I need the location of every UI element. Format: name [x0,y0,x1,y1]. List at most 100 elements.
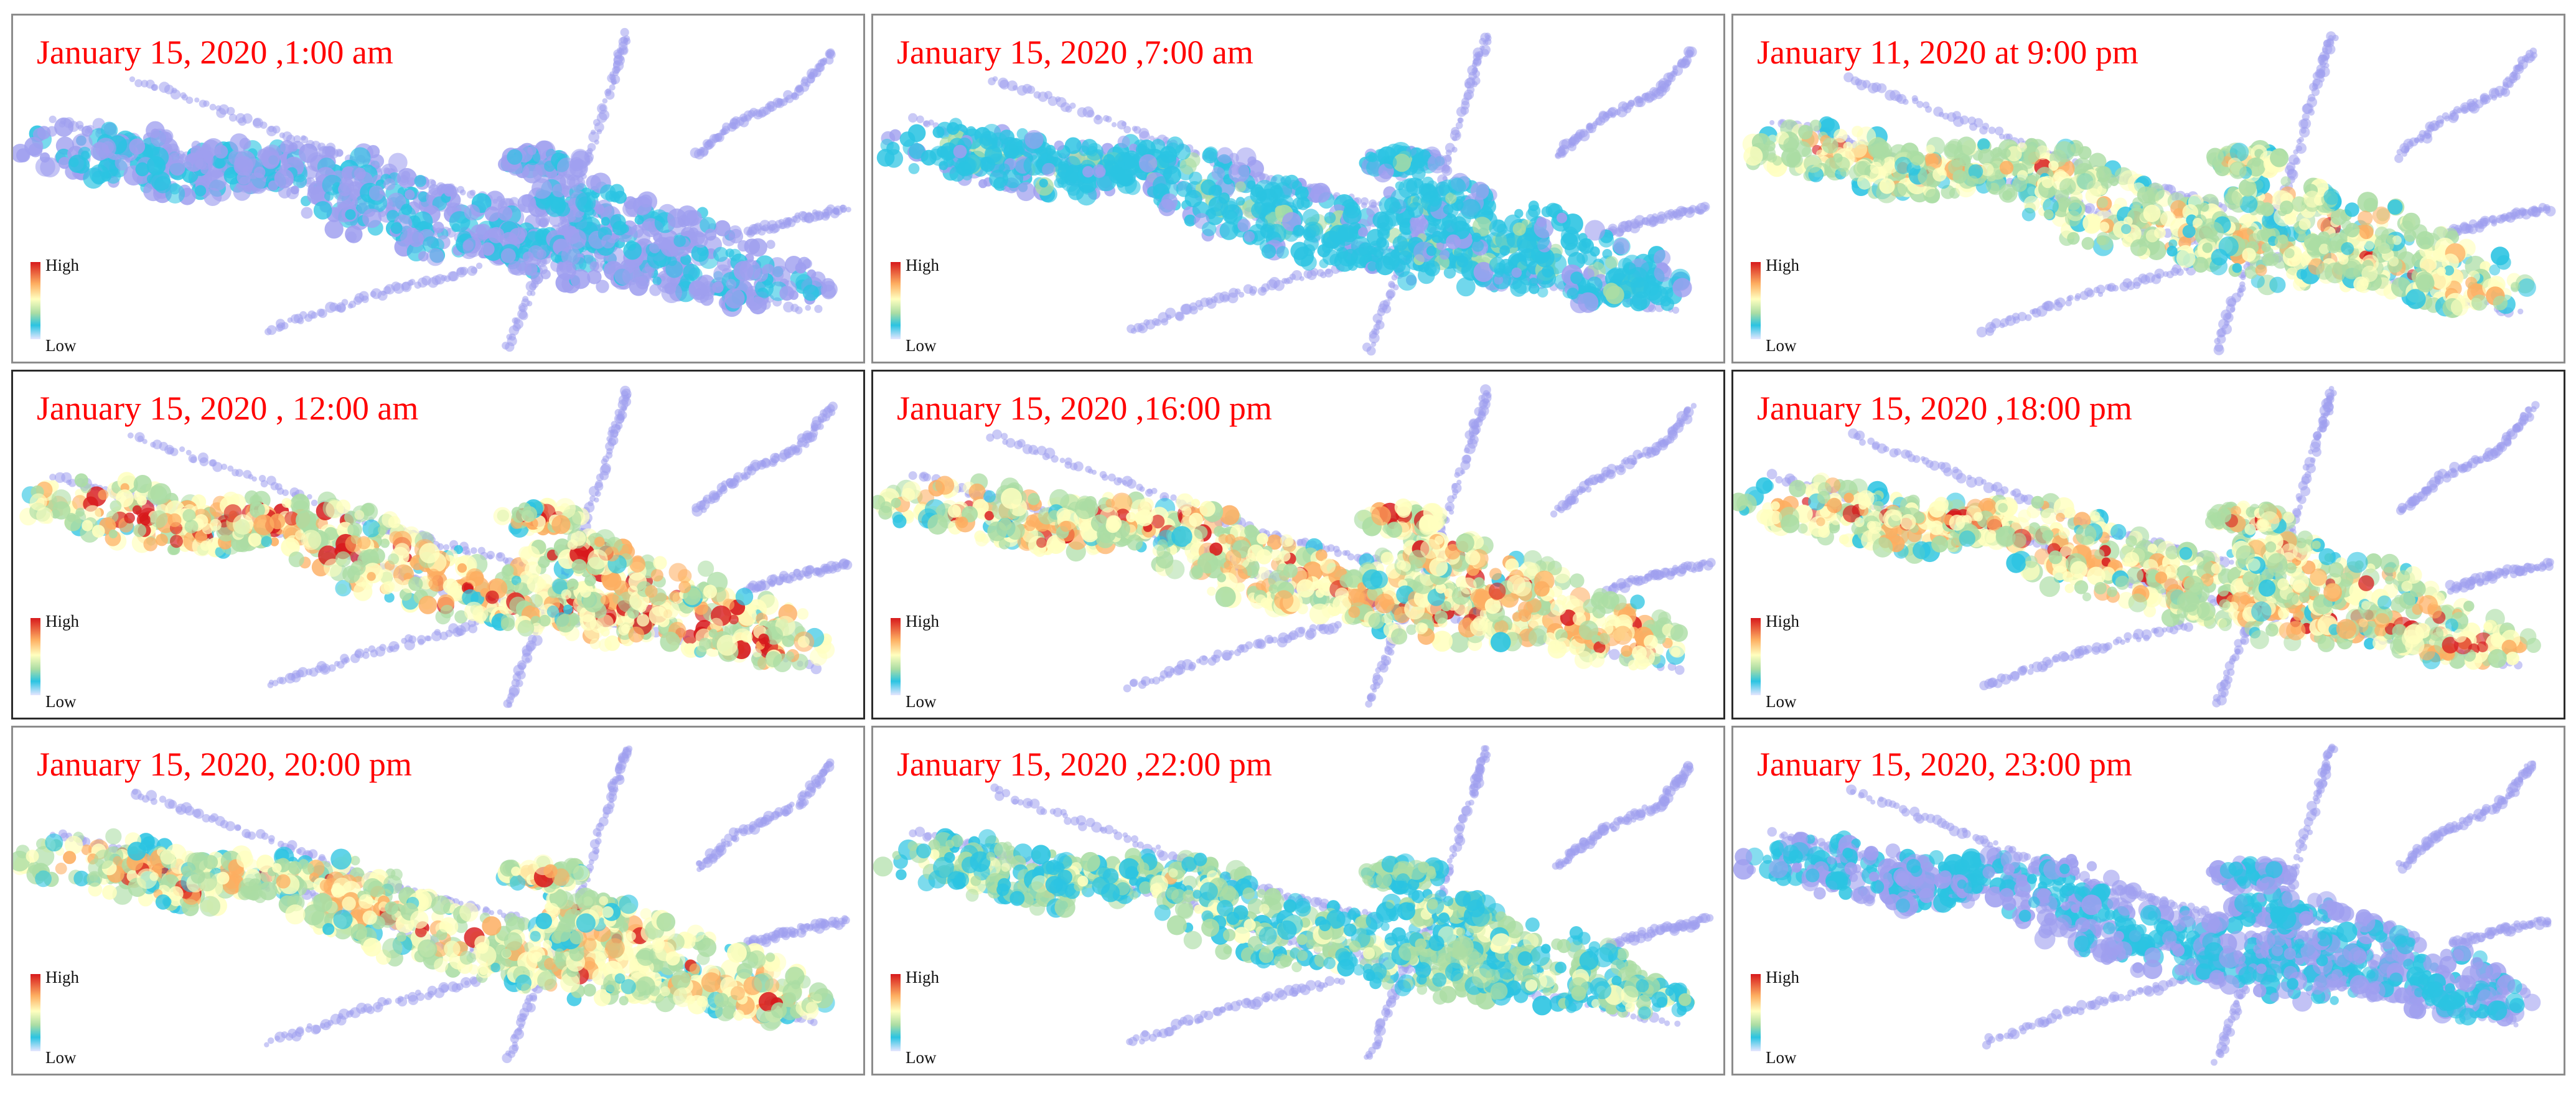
density-blob [620,224,629,233]
density-blob [1528,200,1539,212]
road-density-dot [134,79,143,88]
road-density-dot [2442,112,2450,120]
road-density-dot [2176,268,2184,276]
road-density-dot [845,207,851,213]
road-density-dot [430,179,436,185]
road-density-dot [1174,311,1184,321]
road-density-dot [319,663,331,675]
density-blob [1957,136,1976,156]
road-density-dot [2450,111,2459,121]
density-blob [1293,225,1305,237]
density-blob [587,269,602,284]
density-blob [1492,219,1506,233]
density-blob [1622,297,1633,308]
density-blob [2450,298,2468,316]
density-blob [324,146,336,157]
density-blob [2323,189,2340,205]
density-blob [350,147,371,169]
density-blob [1586,276,1603,293]
density-blob [1367,261,1377,271]
road-density-dot [297,317,304,324]
density-blob [2387,199,2403,215]
density-blob [1578,292,1599,313]
density-blob [2363,197,2378,212]
road-density-dot [2086,289,2095,298]
density-blob [2096,235,2107,245]
road-density-dot [260,480,268,488]
density-blob [2182,225,2196,238]
road-density-dot [170,448,179,456]
density-blob [1081,139,1098,156]
density-blob [1798,124,1813,139]
road-density-dot [354,650,362,658]
road-density-dot [1769,120,1775,125]
density-blob [2353,276,2369,292]
density-blob [1640,261,1658,279]
density-blob [1082,166,1094,178]
road-density-dot [1094,115,1103,124]
road-density-dot [1012,85,1018,91]
density-blob [1161,193,1178,210]
road-density-dot [2044,301,2055,312]
density-blob [634,215,644,225]
legend: High Low [30,256,105,355]
density-blob [2344,223,2360,238]
map-panel: January 15, 2020 ,7:00 am High Low [871,14,1725,363]
density-blob [500,248,516,263]
density-blob [1977,148,1995,166]
road-density-dot [460,189,466,196]
density-blob [2218,236,2239,256]
density-blob [1202,222,1217,237]
density-blob [2489,264,2501,276]
density-blob [2082,213,2102,233]
density-blob [2224,190,2243,210]
road-density-dot [1362,342,1372,352]
road-density-dot [2055,298,2066,308]
road-density-dot [609,84,616,91]
density-blob [1567,288,1579,300]
road-density-dot [2424,131,2430,136]
density-blob [517,194,536,213]
road-density-dot [1361,202,1367,209]
density-blob [726,279,737,289]
density-blob [577,196,594,213]
density-blob [1351,236,1370,256]
density-blob [2364,240,2374,250]
density-blob [507,149,523,165]
density-blob [481,242,495,256]
density-blob [2097,197,2108,209]
density-blob [733,261,754,281]
road-density-dot [599,105,606,111]
density-blob [1420,185,1437,202]
density-blob [497,206,513,221]
road-density-dot [2225,312,2232,320]
density-blob [1296,196,1310,210]
road-density-dot [2300,128,2307,134]
road-density-dot [820,59,827,65]
road-density-dot [1189,306,1198,315]
density-blob [1228,162,1250,183]
density-blob [1542,265,1554,278]
density-blob [820,281,838,298]
density-blob [1358,227,1369,238]
road-density-dot [279,677,287,685]
density-blob [1216,147,1234,164]
density-blob [2101,177,2112,189]
road-density-dot [1998,133,2005,139]
road-density-dot [2394,154,2404,163]
density-blob [2076,170,2096,190]
density-blob [154,176,172,194]
road-density-dot [2307,93,2316,102]
panel-title: January 15, 2020 ,7:00 am [897,34,1253,71]
panel-title: January 11, 2020 at 9:00 pm [1757,34,2138,71]
density-blob [1822,137,1838,154]
density-blob [339,177,354,192]
density-blob [1967,176,1979,187]
road-density-dot [624,35,630,42]
density-blob [418,191,429,202]
density-blob [82,125,93,137]
road-density-dot [190,456,197,464]
density-blob [1431,230,1444,243]
density-blob [528,245,544,261]
density-blob [596,279,609,293]
